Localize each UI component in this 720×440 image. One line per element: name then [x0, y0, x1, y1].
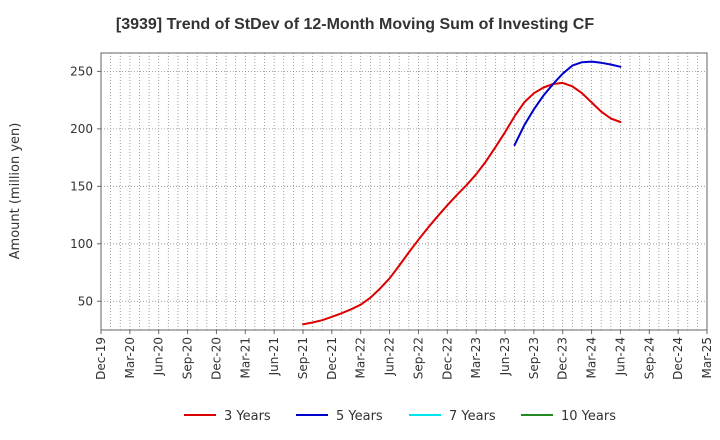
x-tick-label: Mar-20 [123, 337, 137, 378]
x-tick-label: Sep-20 [181, 337, 195, 379]
x-tick-label: Dec-19 [94, 337, 108, 380]
plot-area-frame [100, 52, 708, 331]
legend-label: 3 Years [224, 409, 271, 424]
y-tick-label: 200 [70, 122, 93, 136]
legend-label: 10 Years [561, 409, 616, 424]
y-tick-label: 250 [70, 64, 93, 78]
x-tick-label: Sep-21 [296, 337, 310, 379]
legend-label: 7 Years [449, 409, 496, 424]
x-axis-ticks: Dec-19 Mar-20 Jun-20 Sep-20 Dec-20 Mar-21 Jun-… [94, 330, 714, 380]
y-axis-ticks: 50 100 150 200 250 [70, 64, 101, 308]
x-tick-label: Jun-21 [267, 337, 281, 376]
series-line-3-years [302, 81, 622, 326]
legend-label: 5 Years [336, 409, 383, 424]
y-tick-label: 100 [70, 237, 93, 251]
x-tick-label: Mar-25 [700, 337, 714, 378]
y-axis-label: Amount (million yen) [8, 123, 23, 260]
x-tick-label: Dec-20 [209, 337, 223, 380]
y-tick-label: 50 [78, 294, 93, 308]
x-tick-label: Jun-24 [613, 337, 627, 376]
x-tick-label: Jun-20 [152, 337, 166, 376]
x-tick-label: Mar-23 [469, 337, 483, 378]
chart-title: [3939] Trend of StDev of 12-Month Moving… [116, 16, 594, 33]
x-tick-label: Dec-24 [671, 337, 685, 380]
series-line-5-years [513, 60, 622, 146]
legend: 3 Years 5 Years 7 Years 10 Years [184, 409, 616, 424]
x-tick-label: Mar-24 [585, 337, 599, 378]
x-tick-label: Dec-23 [556, 337, 570, 380]
x-tick-label: Mar-22 [354, 337, 368, 378]
x-tick-label: Sep-23 [527, 337, 541, 379]
x-tick-label: Dec-21 [325, 337, 339, 380]
series-lines [302, 60, 622, 326]
x-tick-label: Mar-21 [238, 337, 252, 378]
x-tick-label: Dec-22 [440, 337, 454, 380]
x-tick-label: Jun-22 [383, 337, 397, 376]
y-tick-label: 150 [70, 179, 93, 193]
x-tick-label: Jun-23 [498, 337, 512, 376]
x-tick-label: Sep-22 [411, 337, 425, 379]
x-tick-label: Sep-24 [642, 337, 656, 379]
grid-lines [101, 53, 707, 330]
